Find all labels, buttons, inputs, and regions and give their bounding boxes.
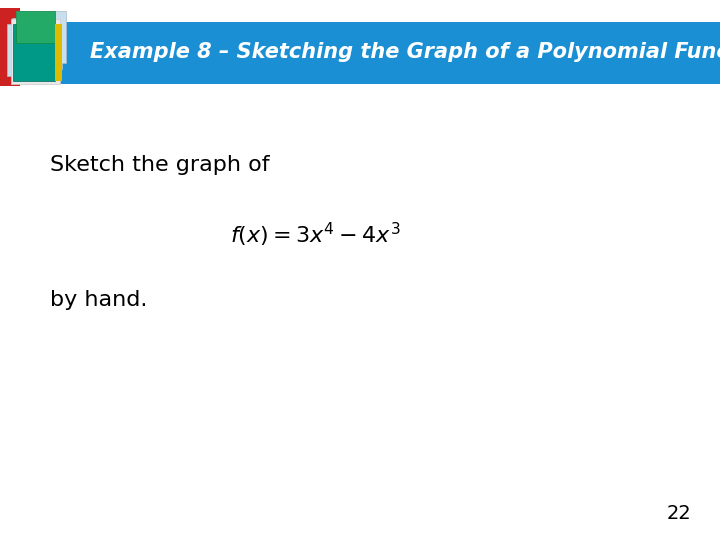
Bar [0,22,720,84]
Bar [55,24,62,81]
Text: Sketch the graph of: Sketch the graph of [50,154,270,175]
Bar [0,8,20,86]
Bar [12,18,62,69]
Text: Example 8 – Sketching the Graph of a Polynomial Function: Example 8 – Sketching the Graph of a Pol… [90,42,720,63]
Text: 22: 22 [667,504,691,523]
Bar [16,11,66,63]
Text: $f(x) = 3x^4 - 4x^3$: $f(x) = 3x^4 - 4x^3$ [230,221,401,249]
Bar [7,24,58,76]
Bar [16,11,55,43]
Text: by hand.: by hand. [50,289,148,310]
Bar [13,24,55,81]
Bar [11,19,60,84]
